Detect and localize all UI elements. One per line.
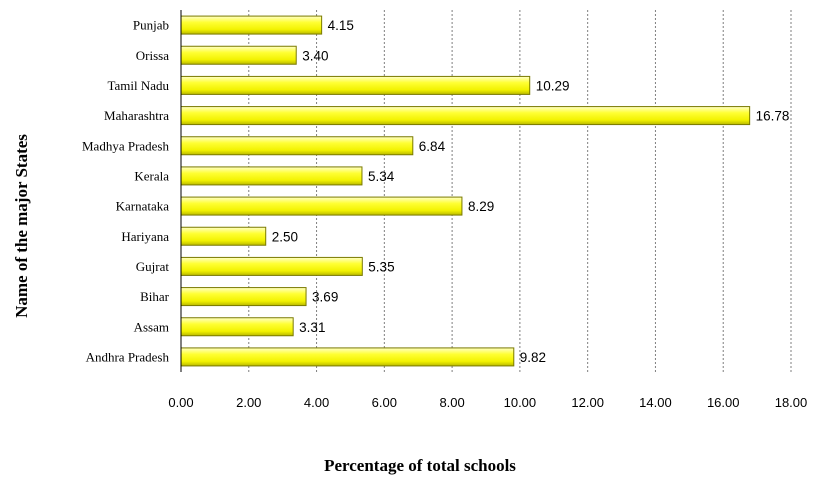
data-labels: 9.82 3.31 3.69 5.35 2.50 8.29 5.34 6.84 16.78 10.… — [272, 18, 790, 365]
x-tick-label: 12.00 — [571, 395, 604, 410]
data-label: 4.15 — [328, 18, 354, 33]
data-label: 10.29 — [536, 78, 570, 93]
data-label: 16.78 — [756, 109, 790, 124]
data-label: 5.34 — [368, 169, 395, 184]
bars — [180, 15, 751, 367]
data-label: 3.69 — [312, 290, 338, 305]
bar — [180, 347, 515, 367]
category-label: Bihar — [140, 289, 170, 304]
x-tick-label: 8.00 — [439, 395, 464, 410]
x-tick-labels: 0.00 2.00 4.00 6.00 8.00 10.00 12.00 14.00 16.00… — [168, 395, 807, 410]
data-label: 9.82 — [520, 350, 546, 365]
y-axis-title: Name of the major States — [12, 134, 31, 318]
category-labels: Andhra Pradesh Assam Bihar Gujrat Hariyana Ka… — [82, 18, 170, 365]
category-label: Hariyana — [121, 229, 169, 244]
bar — [180, 256, 363, 276]
category-label: Maharashtra — [104, 108, 169, 123]
data-label: 3.40 — [302, 48, 328, 63]
x-tick-label: 18.00 — [775, 395, 808, 410]
category-label: Tamil Nadu — [107, 78, 169, 93]
bar — [180, 136, 414, 156]
bar — [180, 45, 297, 65]
x-tick-label: 10.00 — [504, 395, 537, 410]
category-label: Andhra Pradesh — [86, 349, 170, 364]
category-label: Orissa — [136, 48, 169, 63]
x-tick-label: 14.00 — [639, 395, 672, 410]
bar — [180, 106, 751, 126]
x-axis-title: Percentage of total schools — [324, 456, 516, 475]
data-label: 3.31 — [299, 320, 325, 335]
gridlines — [248, 10, 792, 372]
category-label: Gujrat — [136, 259, 170, 274]
x-tick-label: 0.00 — [168, 395, 193, 410]
category-label: Madhya Pradesh — [82, 138, 170, 153]
data-label: 8.29 — [468, 199, 494, 214]
category-label: Punjab — [133, 18, 169, 33]
bar — [180, 75, 531, 95]
x-tick-label: 2.00 — [236, 395, 261, 410]
bar — [180, 317, 294, 337]
data-label: 6.84 — [419, 139, 446, 154]
category-label: Kerala — [134, 168, 169, 183]
data-label: 2.50 — [272, 229, 298, 244]
bar — [180, 226, 267, 246]
bar — [180, 287, 307, 307]
bar — [180, 15, 323, 35]
data-label: 5.35 — [368, 259, 394, 274]
x-tick-label: 6.00 — [372, 395, 397, 410]
category-label: Assam — [134, 319, 169, 334]
x-tick-label: 16.00 — [707, 395, 740, 410]
x-tick-label: 4.00 — [304, 395, 329, 410]
bar — [180, 166, 363, 186]
category-label: Karnataka — [116, 199, 170, 214]
bar — [180, 196, 463, 216]
